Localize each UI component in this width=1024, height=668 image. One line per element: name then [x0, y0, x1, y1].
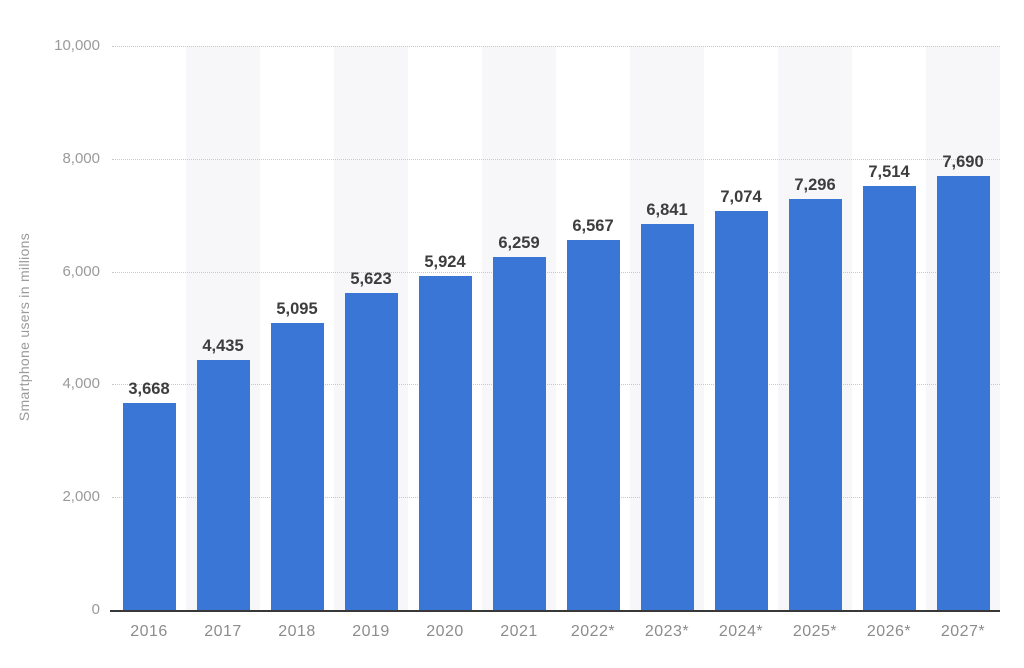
plot-area: 3,668 4,435 5,095 5,623 5,924 6,259 6,567 6,841…: [112, 46, 1000, 610]
bar-value-label: 7,514: [868, 163, 910, 182]
gridline: [112, 384, 1000, 386]
bar: [566, 239, 620, 610]
y-tick-label: 6,000: [62, 262, 100, 280]
bar-value-label: 3,668: [128, 380, 170, 399]
bar-value-label: 7,296: [794, 175, 836, 194]
x-tick-label: 2017: [204, 623, 242, 640]
gridline: [112, 158, 1000, 160]
x-axis-line: [110, 610, 1000, 612]
x-tick-label: 2026*: [866, 623, 912, 640]
x-tick-label: 2018: [278, 623, 316, 640]
y-tick-label: 8,000: [62, 149, 100, 167]
gridline: [112, 46, 1000, 47]
bar: [122, 403, 176, 610]
bar: [196, 359, 250, 610]
bar-value-label: 5,095: [276, 299, 318, 318]
x-tick-label: 2022*: [570, 623, 616, 640]
x-tick-label: 2019: [352, 623, 390, 640]
bar-value-label: 6,841: [646, 201, 688, 220]
y-tick-label: 0: [91, 601, 100, 618]
bar-value-label: 7,074: [720, 188, 762, 207]
x-tick-label: 2027*: [940, 623, 986, 640]
x-tick-label: 2021: [500, 623, 538, 640]
bar: [344, 292, 398, 610]
bar-value-label: 5,924: [424, 252, 466, 271]
bar: [714, 211, 768, 610]
y-tick-label: 4,000: [62, 375, 100, 393]
bar: [640, 224, 694, 610]
x-tick-label: 2023*: [644, 623, 690, 640]
bar: [492, 257, 546, 610]
bar-value-label: 6,259: [498, 234, 540, 252]
bar: [862, 186, 916, 610]
gridline: [112, 271, 1000, 273]
bar: [788, 198, 842, 610]
y-tick-label: 10,000: [54, 37, 100, 54]
x-tick-label: 2020: [426, 623, 464, 640]
y-tick-label: 2,000: [62, 488, 100, 506]
bar-value-label: 4,435: [202, 336, 244, 355]
x-tick-label: 2024*: [718, 623, 764, 640]
bar-value-label: 5,623: [350, 269, 392, 288]
bar: [418, 275, 472, 610]
bar: [936, 176, 990, 610]
bar-value-label: 6,567: [572, 216, 614, 235]
bar: [270, 322, 324, 610]
x-tick-label: 2025*: [792, 623, 838, 640]
bar-value-label: 7,690: [942, 153, 984, 172]
x-tick-label: 2016: [130, 623, 168, 640]
gridline: [112, 497, 1000, 499]
